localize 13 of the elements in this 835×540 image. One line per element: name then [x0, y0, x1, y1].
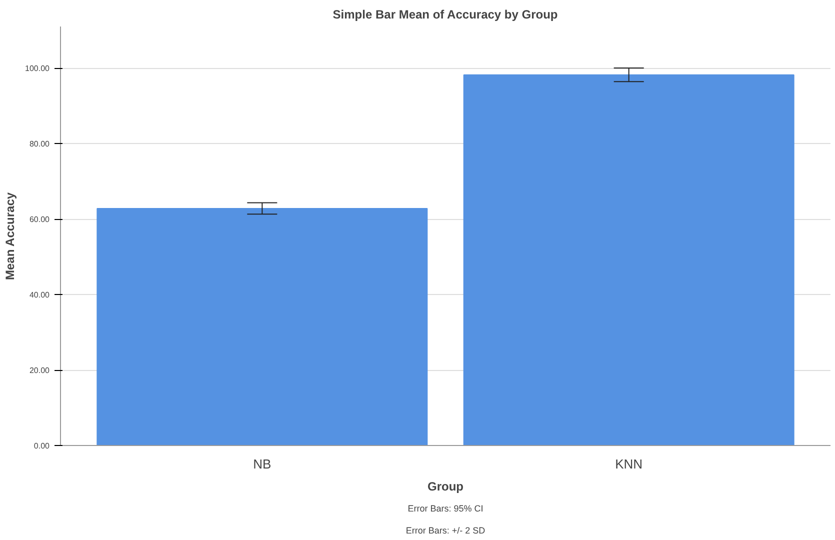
text: Error Bars: 95% CI: [408, 504, 484, 514]
y-tick-label: 100.00: [25, 64, 50, 74]
y-tick-label: 60.00: [29, 215, 50, 224]
chart-title: Simple Bar Mean of Accuracy by Group: [332, 8, 558, 22]
x-tick-label: NB: [253, 456, 272, 472]
x-axis-title: Group: [428, 480, 464, 494]
y-tick-label: 0.00: [34, 442, 50, 450]
text: Error Bars: +/- 2 SD: [406, 526, 486, 536]
y-tick-label: 20.00: [29, 366, 50, 376]
y-tick-label: 40.00: [29, 290, 50, 300]
y-tick-label: 80.00: [29, 140, 50, 149]
x-tick-label: KNN: [615, 456, 643, 472]
y-axis-title: Mean Accuracy: [3, 192, 18, 280]
